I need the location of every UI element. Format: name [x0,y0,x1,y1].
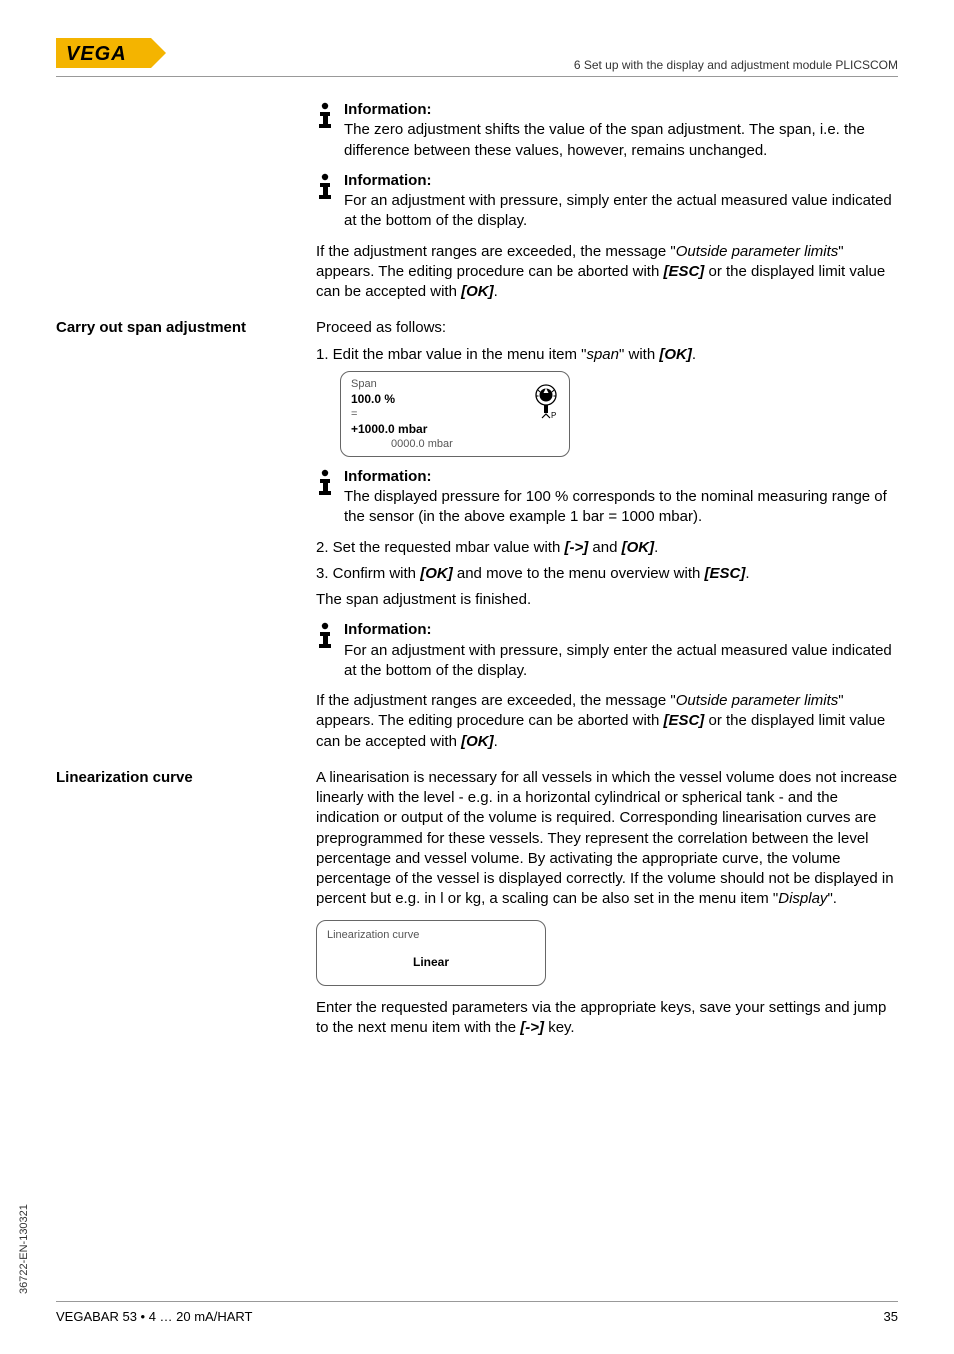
paragraph: If the adjustment ranges are exceeded, t… [316,242,898,303]
text: If the adjustment ranges are exceeded, t… [316,243,676,260]
text-bold: [OK] [461,733,494,750]
text-bold: [ESC] [705,565,746,582]
paragraph: Enter the requested parameters via the a… [316,998,898,1039]
device-line: 100.0 % [351,392,561,406]
text: 2. Set the requested mbar value with [316,539,564,556]
svg-text:P: P [551,411,556,420]
info-icon [316,171,344,206]
step-item: 3. Confirm with [OK] and move to the men… [316,564,898,584]
header-section-text: 6 Set up with the display and adjustment… [574,58,898,72]
content-area: Information: The zero adjustment shifts … [56,100,898,1294]
text-bold: [OK] [420,565,453,582]
text: . [745,565,749,582]
text-italic: Outside parameter limits [676,692,839,709]
device-line: +1000.0 mbar [351,422,561,436]
info-block: Information: The zero adjustment shifts … [316,100,898,161]
info-body: The displayed pressure for 100 % corresp… [344,488,887,525]
info-body: For an adjustment with pressure, simply … [344,192,892,229]
device-line: Linearization curve [327,929,535,941]
text: 1. Edit the mbar value in the menu item … [316,346,586,363]
header-rule [56,76,898,77]
side-heading: Carry out span adjustment [56,318,304,338]
info-icon [316,100,344,135]
text: . [692,346,696,363]
text-bold: [OK] [622,539,655,556]
text: . [494,283,498,300]
text-italic: Outside parameter limits [676,243,839,260]
text: +1000.0 mbar [351,422,427,436]
info-block: Information: The displayed pressure for … [316,467,898,528]
pressure-gauge-icon: P [533,384,559,429]
info-title: Information: [344,468,432,485]
text-italic: Display [778,890,827,907]
info-body: The zero adjustment shifts the value of … [344,121,865,158]
text: key. [544,1019,575,1036]
footer-rule [56,1301,898,1302]
document-id: 36722-EN-130321 [18,1204,30,1294]
side-heading: Linearization curve [56,768,304,788]
text-bold: [OK] [659,346,692,363]
text: Enter the requested parameters via the a… [316,999,886,1036]
step-item: 2. Set the requested mbar value with [->… [316,538,898,558]
text: and [588,539,621,556]
step-item: 1. Edit the mbar value in the menu item … [316,345,898,365]
text-bold: [->] [564,539,588,556]
text: 3. Confirm with [316,565,420,582]
paragraph: A linearisation is necessary for all ves… [316,768,898,910]
brand-logo: VEGA [56,38,166,73]
device-line: Linear [327,955,535,969]
info-title: Information: [344,621,432,638]
footer-product: VEGABAR 53 • 4 … 20 mA/HART [56,1309,253,1324]
text-bold: [OK] [461,283,494,300]
device-line: = [351,408,561,420]
device-line: Span [351,378,561,390]
text: If the adjustment ranges are exceeded, t… [316,692,676,709]
device-display: Span 100.0 % = +1000.0 mbar 0000.0 mbar [340,371,570,457]
text: " with [619,346,659,363]
text: . [654,539,658,556]
text-bold: [ESC] [663,263,704,280]
text-italic: span [586,346,619,363]
info-block: Information: For an adjustment with pres… [316,171,898,232]
text: A linearisation is necessary for all ves… [316,769,897,908]
info-title: Information: [344,101,432,118]
text: . [494,733,498,750]
info-icon [316,467,344,502]
paragraph: If the adjustment ranges are exceeded, t… [316,691,898,752]
info-icon [316,620,344,655]
info-title: Information: [344,172,432,189]
info-block: Information: For an adjustment with pres… [316,620,898,681]
info-body: For an adjustment with pressure, simply … [344,642,892,679]
device-line: 0000.0 mbar [391,438,561,450]
text-bold: [->] [520,1019,544,1036]
device-display: Linearization curve Linear [316,920,546,986]
logo-text: VEGA [66,43,127,65]
text: and move to the menu overview with [453,565,705,582]
page: VEGA 6 Set up with the display and adjus… [0,0,954,1354]
text: ". [827,890,837,907]
page-number: 35 [884,1309,898,1324]
paragraph: Proceed as follows: [316,318,898,338]
paragraph: The span adjustment is finished. [316,590,898,610]
text-bold: [ESC] [663,712,704,729]
